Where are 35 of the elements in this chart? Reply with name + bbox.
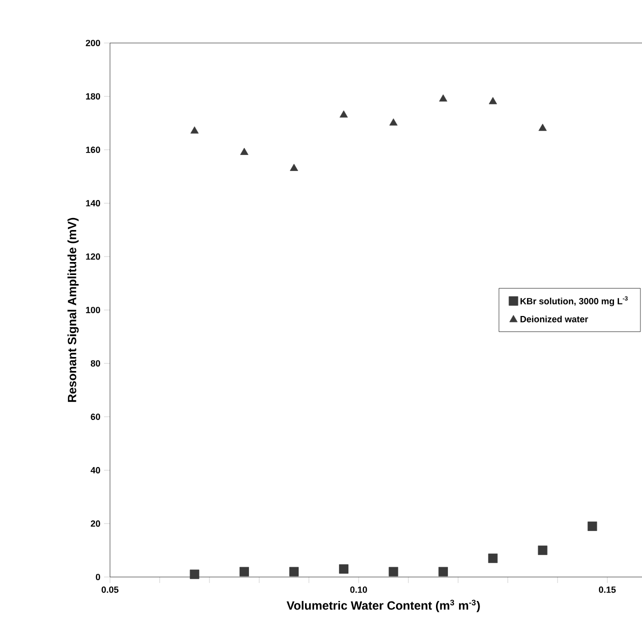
- point: [339, 564, 348, 574]
- point: [240, 566, 249, 576]
- y-tick-label: 60: [90, 414, 100, 420]
- x-tick-label: 0.05: [102, 586, 118, 593]
- point: [388, 566, 398, 576]
- point: [190, 126, 199, 134]
- point: [290, 164, 298, 171]
- x-tick-label: 0.15: [598, 586, 616, 593]
- y-tick-label: 40: [90, 467, 100, 474]
- x-tick-label: 0.10: [350, 586, 367, 593]
- point: [588, 522, 598, 531]
- y-tick-label: 180: [86, 93, 100, 100]
- point: [190, 570, 200, 580]
- y-axis-title: Resonant Signal Amplitude (mV): [67, 218, 79, 402]
- y-tick-label: 20: [90, 520, 100, 527]
- legend-label: Deionized water: [520, 316, 588, 322]
- point: [488, 554, 498, 564]
- y-tick-label: 120: [86, 253, 100, 260]
- y-tick-label: 200: [86, 40, 100, 46]
- point: [439, 94, 448, 102]
- y-tick-label: 160: [86, 146, 100, 153]
- point: [438, 566, 448, 576]
- legend-label: KBr solution, 3000 mg L$^{-3}$: [520, 296, 628, 306]
- x-axis-title: Volumetric Water Content (m$^{3}$ m$^{-3}$): [286, 600, 480, 612]
- y-tick-label: 100: [86, 306, 100, 314]
- y-tick-label: 0: [96, 574, 100, 580]
- point: [240, 148, 248, 155]
- point: [340, 110, 348, 118]
- y-tick-label: 140: [86, 200, 100, 206]
- point: [538, 124, 547, 131]
- point: [389, 118, 398, 126]
- y-tick-label: 80: [90, 360, 100, 367]
- point: [538, 546, 548, 555]
- point: [289, 566, 299, 576]
- point: [488, 97, 497, 104]
